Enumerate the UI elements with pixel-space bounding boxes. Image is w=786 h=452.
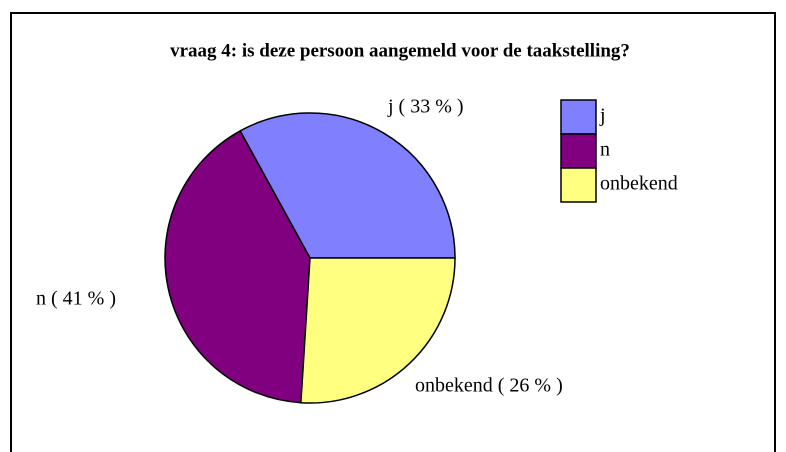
chart-title: vraag 4: is deze persoon aangemeld voor … <box>170 40 630 61</box>
pie-slice <box>300 257 456 404</box>
pie-slice <box>239 112 456 259</box>
legend-label: onbekend <box>600 173 678 195</box>
legend-swatch <box>560 99 597 135</box>
data-label: onbekend ( 26 % ) <box>415 375 563 397</box>
chart-frame <box>10 12 776 452</box>
pie-slice <box>164 129 311 404</box>
legend-swatch <box>560 133 597 169</box>
legend-label: n <box>600 139 610 161</box>
legend-swatch <box>560 167 597 203</box>
data-label: j ( 33 % ) <box>387 96 464 118</box>
legend-label: j <box>599 105 606 127</box>
data-label: n ( 41 % ) <box>36 288 116 310</box>
